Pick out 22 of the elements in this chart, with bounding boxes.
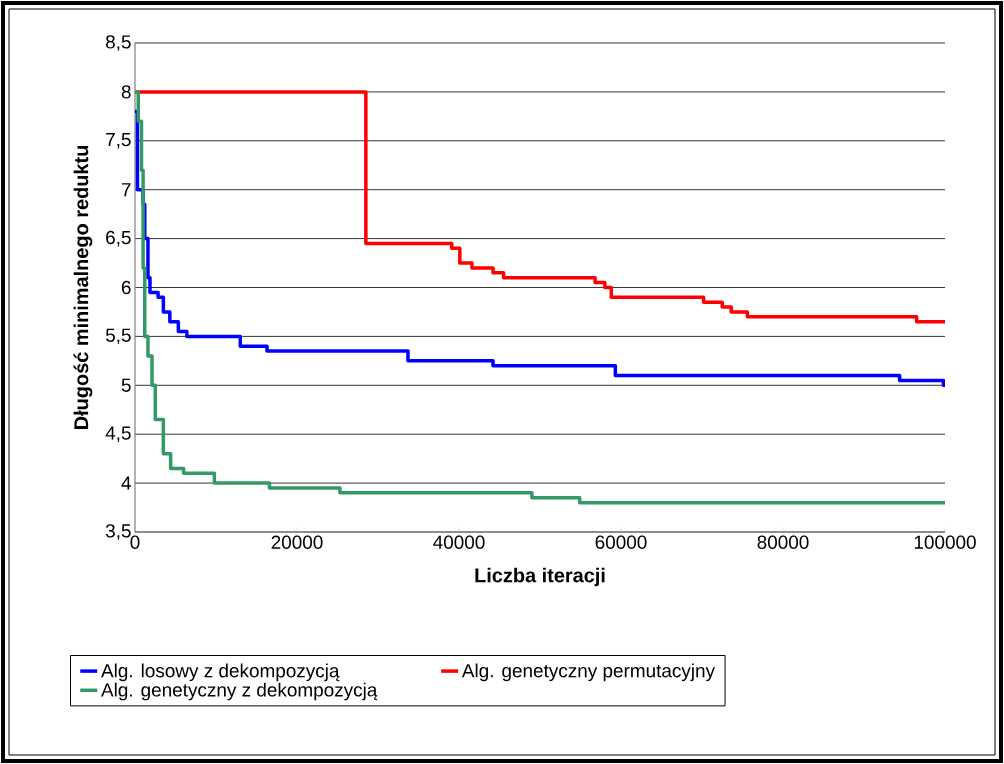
legend-label: Alg. genetyczny permutacyjny xyxy=(461,663,715,682)
y-tick-label: 7 xyxy=(121,183,131,197)
x-tick-label: 40000 xyxy=(433,535,485,549)
y-tick-label: 4 xyxy=(121,476,131,490)
x-tick-label: 100000 xyxy=(914,535,976,549)
y-tick-label: 5 xyxy=(121,378,131,392)
y-tick-label: 8 xyxy=(121,85,131,99)
y-axis-title: Długość minimalnego reduktu xyxy=(73,145,93,429)
y-tick-label: 3,5 xyxy=(105,524,131,540)
y-tick-label: 6,5 xyxy=(106,230,131,247)
x-tick-label: 60000 xyxy=(595,535,647,549)
y-tick-label: 8,5 xyxy=(106,35,131,51)
y-tick-label: 6 xyxy=(121,280,131,295)
y-tick-label: 5,5 xyxy=(105,328,131,345)
legend-label: Alg. genetyczny z dekompozycją xyxy=(101,682,378,701)
x-tick-label: 80000 xyxy=(757,535,809,549)
legend-label: Alg. losowy z dekompozycją xyxy=(101,663,340,682)
y-tick-label: 4,5 xyxy=(105,426,131,442)
x-tick-label: 20000 xyxy=(271,535,323,549)
x-axis-title: Liczba iteracji xyxy=(475,567,605,587)
y-tick-label: 7,5 xyxy=(106,133,131,149)
x-tick-label: 0 xyxy=(130,535,140,549)
